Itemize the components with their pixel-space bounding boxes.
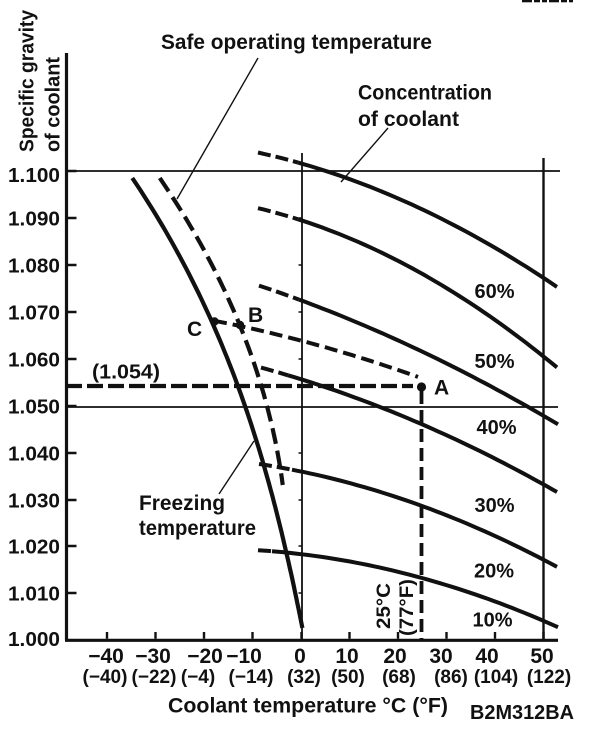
svg-text:40: 40 (475, 645, 498, 668)
svg-text:1.080: 1.080 (8, 256, 60, 278)
svg-text:1.030: 1.030 (8, 491, 60, 513)
svg-text:1.090: 1.090 (8, 209, 60, 231)
svg-text:0: 0 (294, 645, 306, 668)
svg-text:−10: −10 (226, 645, 262, 668)
svg-text:−20: −20 (187, 645, 223, 668)
svg-text:1.070: 1.070 (8, 303, 60, 325)
svg-text:(86): (86) (434, 667, 468, 688)
svg-text:B2M312BA: B2M312BA (470, 702, 574, 724)
svg-text:(1.054): (1.054) (92, 362, 160, 384)
svg-text:1.100: 1.100 (8, 165, 60, 187)
svg-text:(50): (50) (331, 667, 365, 688)
svg-text:20: 20 (383, 645, 406, 668)
svg-text:C: C (187, 318, 202, 341)
svg-text:1.040: 1.040 (8, 444, 60, 466)
svg-text:10: 10 (335, 645, 358, 668)
svg-text:Freezing: Freezing (139, 492, 225, 515)
svg-text:40%: 40% (476, 417, 516, 439)
svg-text:temperature: temperature (139, 517, 256, 540)
svg-text:B: B (248, 304, 263, 327)
svg-text:(−14): (−14) (229, 667, 274, 688)
svg-text:1.010: 1.010 (8, 584, 60, 606)
svg-text:of coolant: of coolant (358, 108, 459, 131)
svg-text:30%: 30% (474, 495, 514, 517)
svg-text:50%: 50% (474, 351, 514, 373)
svg-text:Safe operating temperature: Safe operating temperature (161, 31, 432, 54)
svg-text:−40: −40 (88, 645, 124, 668)
svg-text:(−22): (−22) (132, 667, 177, 688)
svg-text:of coolant: of coolant (43, 57, 65, 152)
svg-text:10%: 10% (472, 610, 512, 632)
svg-text:20%: 20% (474, 561, 514, 583)
svg-text:(122): (122) (527, 667, 571, 688)
svg-text:1.000: 1.000 (8, 629, 60, 651)
svg-text:Specific gravity: Specific gravity (17, 9, 39, 152)
svg-text:(104): (104) (474, 667, 518, 688)
svg-text:(77°F): (77°F) (397, 579, 418, 636)
svg-text:Concentration: Concentration (358, 82, 492, 105)
svg-text:1.050: 1.050 (8, 397, 60, 419)
svg-text:1.020: 1.020 (8, 537, 60, 559)
svg-text:50: 50 (530, 645, 553, 668)
svg-text:Coolant temperature °C (°F): Coolant temperature °C (°F) (168, 695, 448, 718)
svg-text:(−4): (−4) (181, 667, 215, 688)
svg-text:25°C: 25°C (374, 583, 395, 629)
svg-text:1.060: 1.060 (8, 350, 60, 372)
svg-text:(−40): (−40) (83, 667, 128, 688)
svg-text:30: 30 (429, 645, 452, 668)
svg-text:A: A (434, 377, 449, 400)
svg-text:(68): (68) (382, 667, 416, 688)
svg-text:(32): (32) (287, 667, 321, 688)
svg-text:−30: −30 (135, 645, 171, 668)
svg-text:60%: 60% (474, 281, 514, 303)
